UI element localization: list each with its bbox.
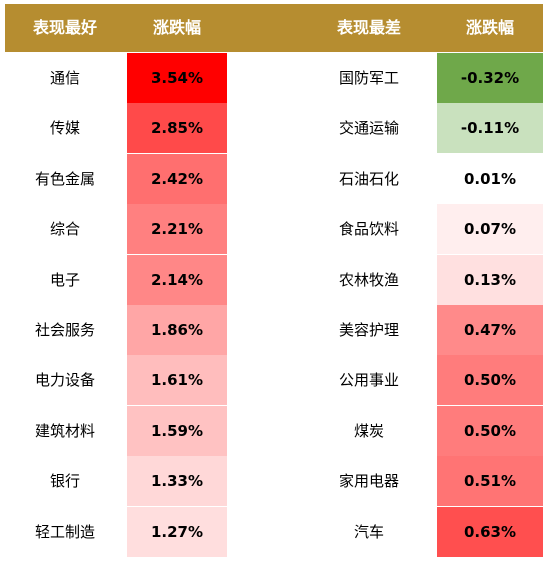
best-sector-change: 1.59% bbox=[127, 405, 227, 456]
best-sector-name: 电力设备 bbox=[34, 371, 95, 390]
best-sector-name: 通信 bbox=[49, 69, 80, 87]
worst-sector-name: 交通运输 bbox=[338, 119, 399, 138]
best-change-header: 涨跌幅 bbox=[152, 18, 201, 37]
best-sector-change: 1.33% bbox=[127, 456, 227, 507]
best-sector-change: 2.42% bbox=[127, 153, 227, 204]
worst-sector-name: 食品饮料 bbox=[338, 220, 399, 239]
best-sector-change: 2.85% bbox=[127, 103, 227, 154]
worst-label-header: 表现最差 bbox=[336, 18, 401, 37]
worst-sector-change: 0.63% bbox=[437, 506, 543, 557]
worst-sector-name: 家用电器 bbox=[338, 472, 399, 491]
best-sector-change: 3.54% bbox=[127, 53, 227, 103]
worst-sector-change: 0.01% bbox=[437, 153, 543, 204]
worst-sector-name: 煤炭 bbox=[353, 421, 384, 440]
worst-sector-change: -0.11% bbox=[437, 103, 543, 154]
best-sector-name: 建筑材料 bbox=[34, 421, 95, 440]
best-sector-change: 2.21% bbox=[127, 204, 227, 255]
best-label-header: 表现最好 bbox=[32, 18, 97, 37]
worst-sector-name: 美容护理 bbox=[338, 321, 399, 339]
best-sector-name: 银行 bbox=[49, 472, 80, 491]
worst-sector-change: 0.07% bbox=[437, 204, 543, 255]
table-header: 表现最好 涨跌幅 表现最差 涨跌幅 bbox=[5, 4, 543, 52]
best-sector-name: 有色金属 bbox=[34, 169, 95, 188]
best-sector-change: 1.27% bbox=[127, 506, 227, 557]
best-sector-name: 社会服务 bbox=[34, 321, 95, 339]
best-sector-change: 2.14% bbox=[127, 254, 227, 305]
worst-sector-change: 0.50% bbox=[437, 355, 543, 406]
best-sector-name: 综合 bbox=[49, 220, 80, 239]
worst-sector-change: -0.32% bbox=[437, 53, 543, 103]
best-sector-change: 1.86% bbox=[127, 305, 227, 355]
worst-change-header: 涨跌幅 bbox=[465, 18, 514, 37]
best-sector-change: 1.61% bbox=[127, 355, 227, 406]
best-sector-name: 电子 bbox=[49, 270, 80, 289]
worst-sector-change: 0.13% bbox=[437, 254, 543, 305]
worst-sector-name: 汽车 bbox=[353, 522, 384, 541]
best-sector-name: 传媒 bbox=[49, 119, 80, 138]
worst-sector-change: 0.51% bbox=[437, 456, 543, 507]
worst-sector-name: 公用事业 bbox=[338, 371, 399, 390]
worst-sector-name: 国防军工 bbox=[338, 69, 399, 87]
worst-sector-name: 石油石化 bbox=[338, 169, 399, 188]
best-sector-name: 轻工制造 bbox=[34, 522, 95, 541]
worst-sector-change: 0.50% bbox=[437, 405, 543, 456]
worst-sector-change: 0.47% bbox=[437, 305, 543, 355]
worst-sector-name: 农林牧渔 bbox=[338, 270, 399, 289]
